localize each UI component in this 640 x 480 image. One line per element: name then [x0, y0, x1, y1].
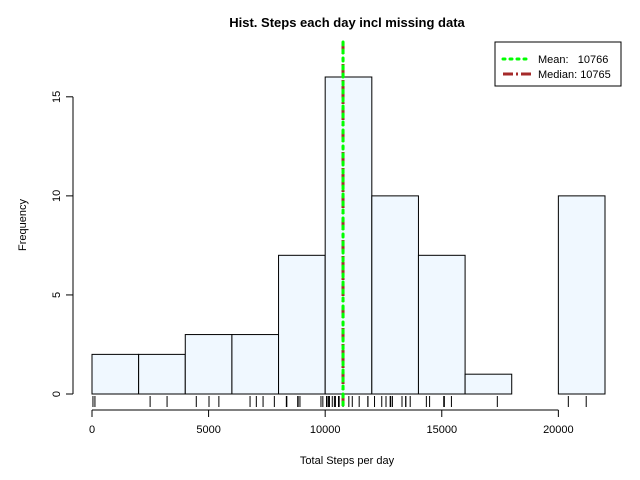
- legend-label-mean: Mean: 10766: [538, 54, 608, 66]
- legend-box: [494, 41, 622, 87]
- x-axis-label: Total Steps per day: [300, 455, 395, 467]
- histogram-bar-1: [138, 353, 186, 395]
- histogram-bar-0: [91, 353, 140, 395]
- x-tick-label-4: 20000: [543, 424, 574, 436]
- y-tick-label-1: 5: [51, 292, 63, 298]
- chart-title: Hist. Steps each day incl missing data: [229, 15, 465, 30]
- y-axis: 0 5 10 15: [51, 91, 74, 397]
- x-tick-label-2: 10000: [310, 424, 341, 436]
- x-tick-label-0: 0: [89, 424, 95, 436]
- histogram-bar-2: [184, 334, 233, 395]
- x-tick-label-3: 15000: [426, 424, 457, 436]
- rug-group: [92, 396, 587, 407]
- y-tick-label-0: 0: [51, 391, 63, 397]
- histogram-bar-10: [557, 195, 606, 395]
- histogram-bar-8: [464, 373, 513, 395]
- y-axis-label: Frequency: [17, 199, 29, 251]
- histogram-bar-3: [231, 334, 280, 395]
- x-tick-label-1: 5000: [196, 424, 220, 436]
- x-axis: 0 5000 10000 15000 20000: [89, 409, 574, 436]
- histogram-bar-4: [278, 254, 326, 395]
- histogram-bar-7: [417, 254, 466, 395]
- bars-group: [91, 76, 606, 395]
- y-tick-label-3: 15: [51, 91, 63, 103]
- histogram-bar-6: [371, 195, 419, 395]
- histogram-bar-5: [324, 76, 373, 395]
- legend: Mean: 10766 Median: 10765: [494, 41, 622, 87]
- legend-label-median: Median: 10765: [538, 69, 611, 81]
- y-tick-label-2: 10: [51, 190, 63, 202]
